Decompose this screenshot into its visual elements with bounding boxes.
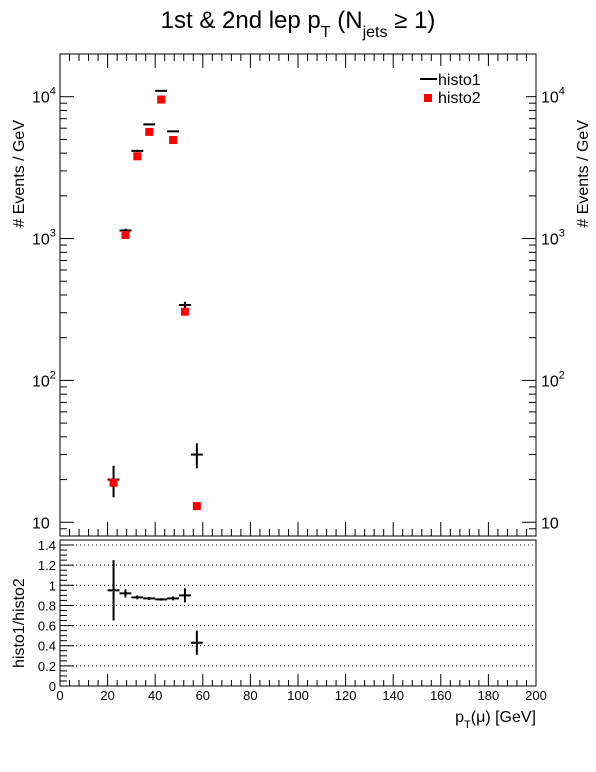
ratio-y-tick-label: 0 bbox=[49, 679, 56, 694]
y-tick-label-right: 103 bbox=[541, 228, 565, 249]
y-tick-label: 102 bbox=[32, 369, 56, 390]
x-tick-label: 100 bbox=[287, 688, 309, 703]
x-tick-label: 40 bbox=[148, 688, 162, 703]
histo2-point bbox=[133, 152, 142, 161]
upper-data-series bbox=[107, 89, 203, 511]
histo2-point bbox=[145, 127, 154, 136]
histo1-point bbox=[155, 89, 168, 92]
x-tick-label: 160 bbox=[430, 688, 452, 703]
ratio-plot-frame bbox=[59, 539, 537, 687]
y-tick-label-right: 104 bbox=[541, 86, 565, 107]
ratio-point bbox=[167, 596, 179, 601]
ratio-y-tick-label: 0.6 bbox=[38, 619, 56, 634]
y-tick-label-right: 10 bbox=[541, 515, 559, 532]
ratio-y-tick-label: 0.8 bbox=[38, 598, 56, 613]
ratio-point bbox=[155, 598, 168, 601]
histo2-point bbox=[109, 478, 118, 487]
upper-y-tick-labels: 10 102 103 104 bbox=[32, 86, 56, 533]
x-tick-labels: 0 20 40 60 80 100 120 140 160 180 200 bbox=[56, 688, 546, 703]
ratio-y-tick-label: 1.4 bbox=[38, 538, 56, 553]
y-tick-label: 10 bbox=[32, 515, 50, 532]
histo2-point bbox=[157, 95, 166, 104]
y-axis-label: # Events / GeV bbox=[11, 120, 28, 228]
histo1-point bbox=[143, 123, 156, 126]
legend-label-histo2: histo2 bbox=[438, 90, 481, 107]
histo1-point bbox=[190, 443, 203, 469]
ratio-point bbox=[119, 589, 132, 598]
histo1-point bbox=[167, 130, 179, 133]
ratio-point bbox=[143, 596, 156, 600]
legend-box bbox=[416, 66, 526, 108]
x-tick-label: 0 bbox=[56, 688, 63, 703]
ratio-y-tick-label: 1 bbox=[49, 578, 56, 593]
ratio-y-tick-label: 0.4 bbox=[38, 639, 56, 654]
ratio-point bbox=[179, 588, 191, 603]
ratio-gridlines bbox=[60, 544, 536, 667]
y-axis-label-right: # Events / GeV bbox=[575, 120, 592, 228]
legend-marker-histo2 bbox=[424, 94, 432, 102]
x-tick-label: 140 bbox=[382, 688, 404, 703]
ratio-data-series bbox=[107, 560, 203, 655]
histo1-point bbox=[179, 301, 191, 309]
x-tick-label: 200 bbox=[525, 688, 547, 703]
histo2-point bbox=[180, 307, 189, 316]
legend-label-histo1: histo1 bbox=[438, 72, 481, 89]
x-axis-label: pT(μ) [GeV] bbox=[455, 709, 536, 731]
x-tick-label: 20 bbox=[100, 688, 114, 703]
histo2-point bbox=[192, 502, 201, 511]
upper-y-tick-labels-right: 10 102 103 104 bbox=[541, 86, 565, 533]
ratio-point bbox=[190, 630, 203, 655]
chart-title: 1st & 2nd lep pT (Njets ≥ 1) bbox=[161, 7, 436, 41]
ratio-point bbox=[131, 595, 144, 600]
ratio-axis-ticks bbox=[59, 544, 537, 687]
x-tick-label: 120 bbox=[335, 688, 357, 703]
x-tick-label: 60 bbox=[196, 688, 210, 703]
ratio-point bbox=[107, 560, 120, 621]
histo1-point bbox=[131, 149, 144, 152]
upper-axis-ticks bbox=[59, 53, 537, 537]
ratio-y-tick-label: 0.2 bbox=[38, 659, 56, 674]
ratio-y-tick-labels: 0 0.2 0.4 0.6 0.8 1 1.2 1.4 bbox=[38, 538, 56, 694]
ratio-y-tick-label: 1.2 bbox=[38, 558, 56, 573]
histo2-point bbox=[169, 136, 178, 145]
x-tick-label: 180 bbox=[478, 688, 500, 703]
legend: histo1 histo2 bbox=[416, 66, 526, 108]
x-tick-label: 80 bbox=[243, 688, 257, 703]
y-tick-label: 103 bbox=[32, 228, 56, 249]
main-plot-frame bbox=[59, 53, 537, 537]
y-tick-label: 104 bbox=[32, 86, 56, 107]
y-tick-label-right: 102 bbox=[541, 369, 565, 390]
histo2-point bbox=[121, 230, 130, 239]
ratio-y-axis-label: histo1/histo2 bbox=[11, 578, 28, 668]
